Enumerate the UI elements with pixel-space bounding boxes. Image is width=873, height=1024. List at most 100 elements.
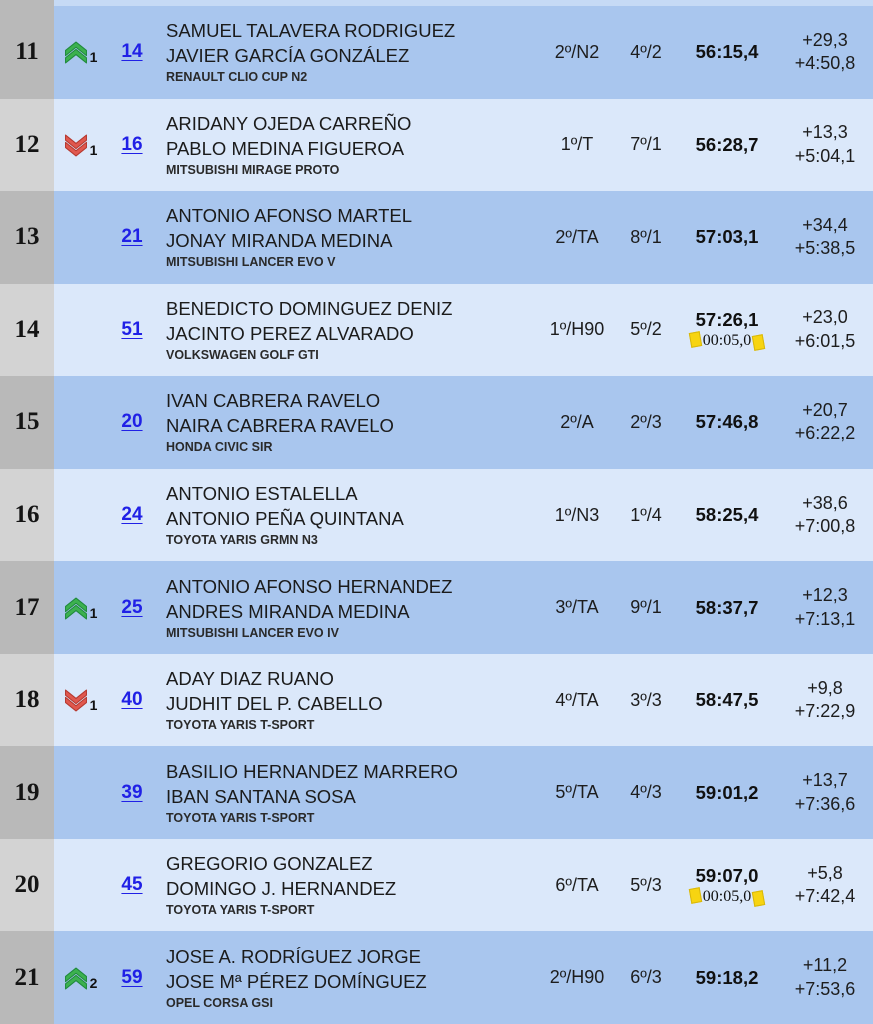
diff-to-previous: +20,7 bbox=[802, 399, 848, 420]
crew-cell: BASILIO HERNANDEZ MARRERO IBAN SANTANA S… bbox=[158, 759, 539, 827]
penalty: 00:05,0 bbox=[677, 331, 777, 352]
table-row: 12 1 16 bbox=[0, 98, 873, 192]
position-number: 11 bbox=[15, 38, 39, 66]
group-position: 6º/3 bbox=[630, 967, 662, 988]
table-row: 11 1 14 bbox=[0, 6, 873, 99]
position-cell: 15 bbox=[0, 376, 54, 469]
row-main: 20 IVAN CABRERA RAVELO NAIRA CABRERA RAV… bbox=[54, 376, 873, 469]
car-number-link[interactable]: 39 bbox=[121, 781, 143, 803]
time-cell: 58:37,7 bbox=[677, 597, 777, 619]
total-time: 58:37,7 bbox=[695, 596, 759, 618]
car-number-link[interactable]: 40 bbox=[121, 689, 143, 711]
crew-cell: ANTONIO ESTALELLA ANTONIO PEÑA QUINTANA … bbox=[158, 481, 539, 549]
row-main: 51 BENEDICTO DOMINGUEZ DENIZ JACINTO PER… bbox=[54, 283, 873, 377]
vehicle-name: MITSUBISHI MIRAGE PROTO bbox=[166, 162, 340, 177]
car-number-cell: 45 bbox=[106, 874, 158, 896]
position-cell: 16 bbox=[0, 468, 54, 562]
diff-cell: +9,8 +7:22,9 bbox=[777, 677, 873, 724]
car-number-link[interactable]: 16 bbox=[121, 133, 143, 155]
car-number-link[interactable]: 25 bbox=[121, 596, 143, 618]
row-main: 24 ANTONIO ESTALELLA ANTONIO PEÑA QUINTA… bbox=[54, 468, 873, 562]
diff-to-previous: +5,8 bbox=[807, 862, 843, 883]
group-position: 7º/1 bbox=[630, 134, 662, 155]
crew-cell: JOSE A. RODRÍGUEZ JORGE JOSE Mª PÉREZ DO… bbox=[158, 944, 539, 1012]
car-number-link[interactable]: 14 bbox=[121, 41, 143, 63]
codriver-name: ANDRES MIRANDA MEDINA bbox=[166, 600, 410, 622]
movement-indicator: 1 bbox=[54, 688, 106, 712]
time-cell: 57:03,1 bbox=[677, 226, 777, 248]
class-position: 2º/H90 bbox=[549, 967, 605, 988]
position-number: 21 bbox=[14, 963, 40, 991]
diff-to-previous: +38,6 bbox=[802, 492, 848, 513]
position-number: 20 bbox=[14, 871, 40, 899]
driver-name: ANTONIO AFONSO HERNANDEZ bbox=[166, 575, 453, 597]
diff-to-previous: +34,4 bbox=[802, 214, 848, 235]
codriver-name: JOSE Mª PÉREZ DOMÍNGUEZ bbox=[166, 970, 427, 992]
group-position: 1º/4 bbox=[630, 504, 662, 525]
codriver-name: JAVIER GARCÍA GONZÁLEZ bbox=[166, 45, 410, 67]
car-number-link[interactable]: 45 bbox=[121, 874, 143, 896]
car-number-cell: 39 bbox=[106, 782, 158, 804]
codriver-name: NAIRA CABRERA RAVELO bbox=[166, 415, 394, 437]
car-number-link[interactable]: 24 bbox=[121, 504, 143, 525]
table-row: 14 51 bbox=[0, 283, 873, 377]
position-cell: 17 bbox=[0, 561, 54, 654]
class-position: 1º/N3 bbox=[554, 504, 600, 525]
car-number-cell: 21 bbox=[106, 226, 158, 248]
position-number: 19 bbox=[14, 778, 40, 806]
class-position: 6º/TA bbox=[555, 874, 599, 895]
movement-count: 1 bbox=[89, 604, 98, 621]
movement-up-icon bbox=[63, 41, 89, 64]
movement-count: 2 bbox=[89, 974, 98, 991]
row-main: 1 40 ADAY DIAZ RUANO JUDHIT DEL P. CABEL… bbox=[54, 653, 873, 747]
position-cell: 14 bbox=[0, 283, 54, 377]
table-row: 16 24 bbox=[0, 468, 873, 562]
vehicle-name: TOYOTA YARIS GRMN N3 bbox=[166, 533, 318, 547]
diff-cell: +13,3 +5:04,1 bbox=[777, 121, 873, 168]
car-number-link[interactable]: 21 bbox=[121, 226, 143, 248]
diff-to-leader: +7:36,6 bbox=[794, 793, 856, 814]
driver-name: BASILIO HERNANDEZ MARRERO bbox=[166, 760, 458, 782]
diff-to-leader: +5:38,5 bbox=[794, 238, 856, 259]
car-number-cell: 25 bbox=[106, 597, 158, 619]
driver-name: ANTONIO AFONSO MARTEL bbox=[166, 205, 413, 227]
codriver-name: JONAY MIRANDA MEDINA bbox=[166, 230, 393, 252]
codriver-name: IBAN SANTANA SOSA bbox=[166, 785, 356, 807]
time-cell: 58:25,4 bbox=[677, 504, 777, 526]
position-number: 14 bbox=[14, 315, 40, 343]
movement-indicator: 1 bbox=[54, 40, 106, 64]
car-number-link[interactable]: 20 bbox=[121, 411, 143, 433]
diff-cell: +34,4 +5:38,5 bbox=[777, 214, 873, 261]
movement-up-icon bbox=[63, 597, 89, 620]
codriver-name: ANTONIO PEÑA QUINTANA bbox=[166, 508, 404, 529]
time-cell: 57:46,8 bbox=[677, 411, 777, 433]
vehicle-name: RENAULT CLIO CUP N2 bbox=[166, 70, 308, 85]
movement-count: 1 bbox=[89, 49, 98, 66]
vehicle-name: HONDA CIVIC SIR bbox=[166, 440, 273, 455]
group-position: 2º/3 bbox=[630, 411, 662, 432]
row-main: 1 16 ARIDANY OJEDA CARREÑO PABLO MEDINA … bbox=[54, 98, 873, 192]
driver-name: IVAN CABRERA RAVELO bbox=[166, 390, 381, 412]
penalty-time: 00:05,0 bbox=[702, 887, 752, 905]
total-time: 58:25,4 bbox=[695, 504, 759, 525]
diff-cell: +13,7 +7:36,6 bbox=[777, 769, 873, 816]
class-position: 1º/H90 bbox=[549, 319, 605, 340]
time-cell: 58:47,5 bbox=[677, 689, 777, 711]
diff-to-leader: +7:53,6 bbox=[794, 978, 856, 999]
diff-to-previous: +23,0 bbox=[802, 307, 848, 328]
vehicle-name: TOYOTA YARIS T-SPORT bbox=[166, 718, 315, 733]
diff-to-leader: +5:04,1 bbox=[794, 145, 856, 166]
row-main: 39 BASILIO HERNANDEZ MARRERO IBAN SANTAN… bbox=[54, 746, 873, 839]
crew-cell: IVAN CABRERA RAVELO NAIRA CABRERA RAVELO… bbox=[158, 388, 539, 456]
car-number-link[interactable]: 51 bbox=[121, 318, 143, 340]
driver-name: JOSE A. RODRÍGUEZ JORGE bbox=[166, 945, 421, 967]
table-row: 15 20 bbox=[0, 376, 873, 469]
crew-cell: ARIDANY OJEDA CARREÑO PABLO MEDINA FIGUE… bbox=[158, 111, 539, 179]
diff-to-previous: +29,3 bbox=[802, 29, 848, 50]
car-number-link[interactable]: 59 bbox=[121, 966, 143, 988]
crew-cell: ADAY DIAZ RUANO JUDHIT DEL P. CABELLO TO… bbox=[158, 666, 539, 734]
car-number-cell: 14 bbox=[106, 41, 158, 63]
results-table: 11 1 14 bbox=[0, 6, 873, 1024]
time-cell: 56:15,4 bbox=[677, 41, 777, 63]
